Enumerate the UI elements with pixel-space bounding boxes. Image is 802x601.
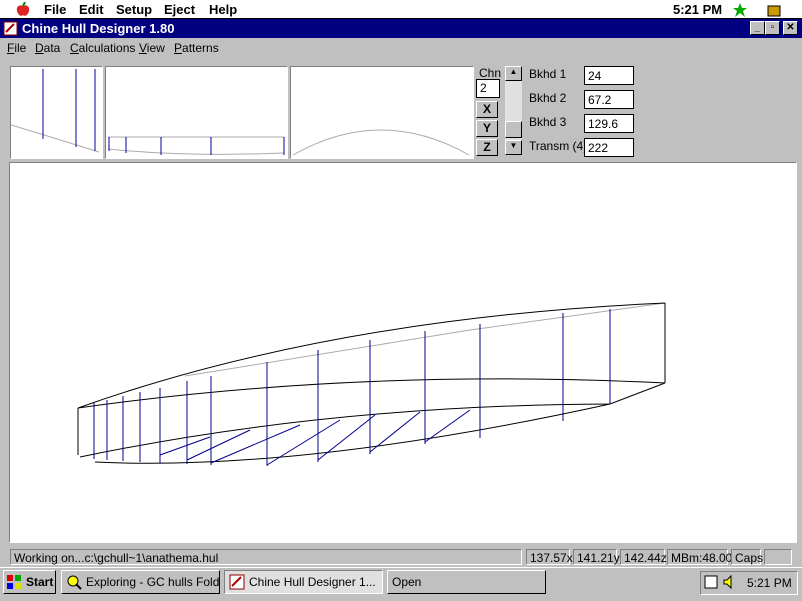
- task-button[interactable]: Chine Hull Designer 1...: [224, 570, 383, 594]
- task-button[interactable]: Open: [387, 570, 546, 594]
- status-z: 142.44z: [620, 549, 667, 565]
- explorer-icon: [67, 575, 82, 590]
- section-preview[interactable]: [290, 66, 474, 159]
- start-button[interactable]: Start: [3, 570, 56, 594]
- app-icon[interactable]: [766, 2, 782, 18]
- bulkhead-label: Transm (4): [529, 139, 588, 153]
- plan-preview[interactable]: [10, 66, 103, 159]
- status-caps: Caps: [731, 549, 763, 565]
- menu-item[interactable]: File: [7, 41, 27, 55]
- menu-item[interactable]: View: [139, 41, 165, 55]
- status-icon[interactable]: [732, 2, 748, 18]
- restore-button[interactable]: ▫: [765, 21, 780, 35]
- title-bar: Chine Hull Designer 1.80 _ ▫ ✕: [0, 19, 802, 38]
- scrollbar[interactable]: ▲ ▼: [505, 66, 522, 155]
- mac-menu-item[interactable]: Help: [209, 2, 238, 17]
- chine-input[interactable]: 2: [476, 79, 500, 98]
- minimize-button[interactable]: _: [750, 21, 765, 35]
- mac-menu-item[interactable]: Edit: [79, 2, 104, 17]
- status-y: 141.21y: [573, 549, 620, 565]
- window-icon[interactable]: [3, 21, 18, 36]
- mac-clock: 5:21 PM: [673, 2, 723, 17]
- menu-item[interactable]: Data: [35, 41, 61, 55]
- menu-item[interactable]: Patterns: [174, 41, 219, 55]
- menu-item[interactable]: Calculations: [70, 41, 136, 55]
- axis-button[interactable]: Z: [476, 139, 498, 156]
- tray-icons: [704, 574, 732, 590]
- bulkhead-input[interactable]: 222: [584, 138, 634, 157]
- hull-icon: [229, 574, 245, 590]
- window-title: Chine Hull Designer 1.80: [22, 21, 175, 36]
- taskbar: Start Exploring - GC hulls Folder Chine …: [0, 567, 802, 601]
- mac-menu-item[interactable]: File: [44, 2, 67, 17]
- close-button[interactable]: ✕: [783, 21, 798, 35]
- tray-clock: 5:21 PM: [747, 576, 792, 590]
- status-blank: [764, 549, 792, 565]
- bulkhead-label: Bkhd 2: [529, 91, 567, 105]
- axis-button[interactable]: X: [476, 101, 498, 118]
- bulkhead-input[interactable]: 24: [584, 66, 634, 85]
- apple-icon[interactable]: [16, 2, 30, 17]
- axis-button[interactable]: Y: [476, 120, 498, 137]
- scroll-thumb[interactable]: [505, 121, 522, 138]
- hull-view[interactable]: [9, 162, 797, 543]
- scroll-up[interactable]: ▲: [505, 66, 522, 81]
- bulkhead-label: Bkhd 1: [529, 67, 567, 81]
- mac-menu-item[interactable]: Eject: [164, 2, 196, 17]
- bulkhead-input[interactable]: 67.2: [584, 90, 634, 109]
- bulkhead-input[interactable]: 129.6: [584, 114, 634, 133]
- bulkhead-label: Bkhd 3: [529, 115, 567, 129]
- task-button[interactable]: Exploring - GC hulls Folder: [61, 570, 220, 594]
- profile-preview[interactable]: [105, 66, 288, 159]
- mac-menu-bar: File Edit Setup Eject Help 5:21 PM: [0, 0, 802, 19]
- status-mbm: MBm:48.00: [667, 549, 732, 565]
- status-message: Working on...c:\gchull~1\anathema.hul: [10, 549, 522, 565]
- status-x: 137.57x: [526, 549, 573, 565]
- scroll-down[interactable]: ▼: [505, 140, 522, 155]
- start-icon: [7, 575, 21, 589]
- mac-menu-item[interactable]: Setup: [116, 2, 153, 17]
- chine-label: Chn: [479, 66, 502, 80]
